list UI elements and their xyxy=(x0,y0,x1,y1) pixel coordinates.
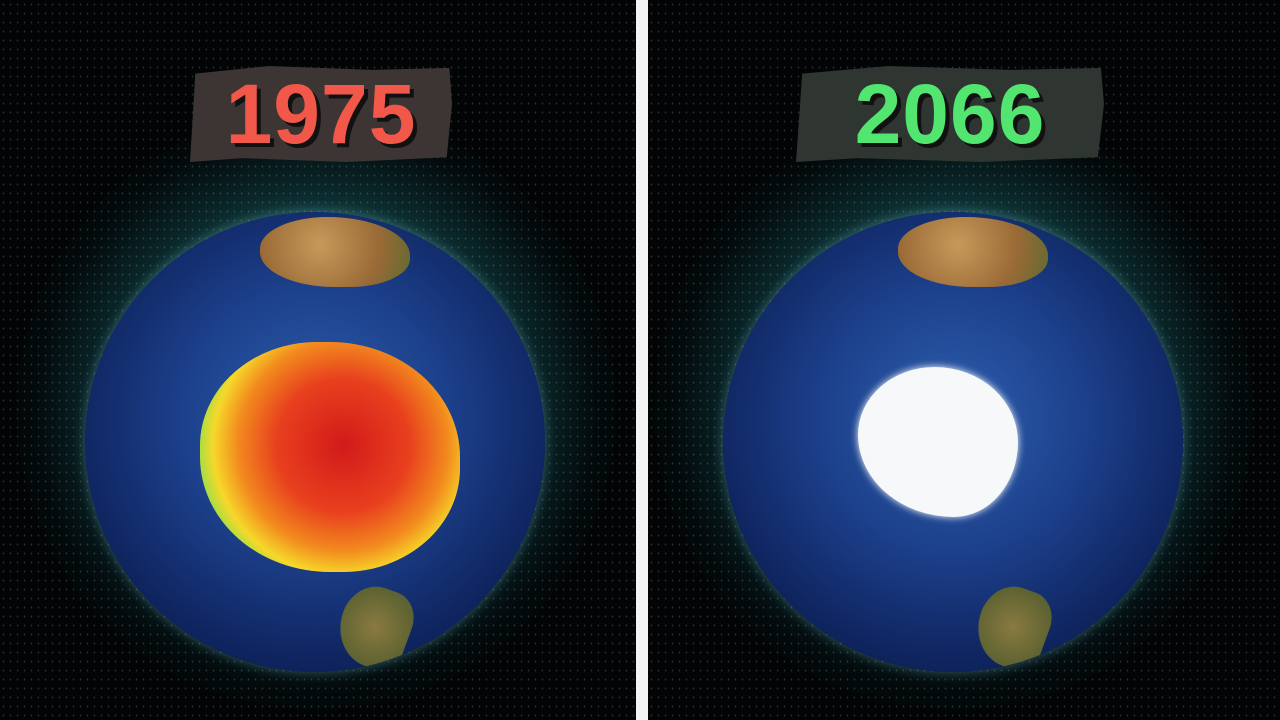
divider xyxy=(636,0,648,720)
year-text: 2066 xyxy=(854,66,1046,161)
antarctica xyxy=(858,367,1018,517)
year-text: 1975 xyxy=(225,66,417,161)
panel-2066: 2066 xyxy=(648,0,1280,720)
earth-globe xyxy=(85,212,545,672)
ozone-hole xyxy=(200,342,460,572)
australia xyxy=(898,217,1048,287)
year-label: 1975 xyxy=(190,66,452,162)
australia xyxy=(260,217,410,287)
panel-1975: 1975 xyxy=(0,0,636,720)
year-label: 2066 xyxy=(796,66,1104,162)
earth-globe xyxy=(723,212,1183,672)
